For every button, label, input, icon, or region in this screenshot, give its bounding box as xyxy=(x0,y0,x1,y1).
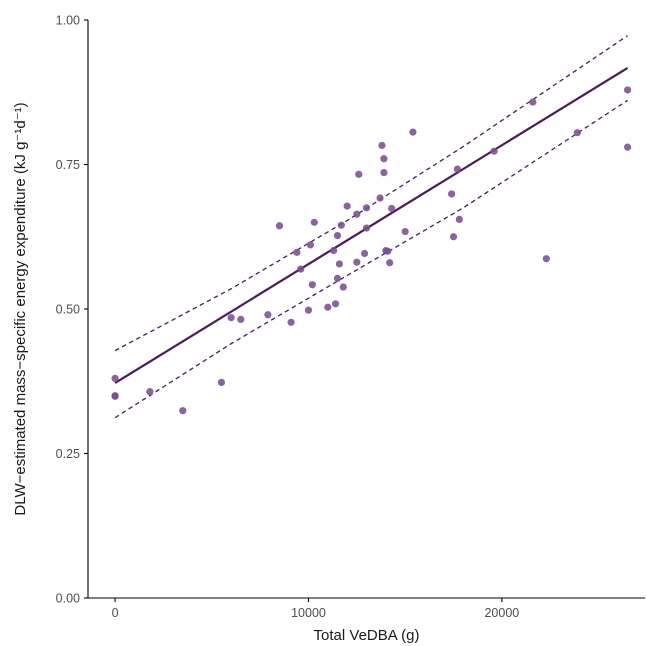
data-point xyxy=(310,218,318,226)
data-points xyxy=(111,86,632,415)
data-point xyxy=(331,300,340,308)
data-point xyxy=(529,98,537,106)
ci-upper-line xyxy=(114,35,628,352)
data-point xyxy=(378,141,386,150)
data-point xyxy=(623,86,632,94)
x-tick-label: 0 xyxy=(112,606,119,620)
data-point xyxy=(111,392,119,400)
data-point xyxy=(293,248,301,256)
data-point xyxy=(401,227,409,236)
data-point xyxy=(455,215,463,224)
data-point xyxy=(227,314,235,322)
data-point xyxy=(179,407,187,415)
fit-line xyxy=(114,67,629,384)
data-point xyxy=(335,260,344,268)
data-point xyxy=(362,204,371,212)
data-point xyxy=(447,190,456,198)
data-point xyxy=(355,170,363,178)
data-point xyxy=(264,311,272,319)
data-point xyxy=(287,318,295,326)
data-point xyxy=(360,249,369,258)
x-tick-label: 20000 xyxy=(484,606,519,620)
data-point xyxy=(146,388,154,396)
axes xyxy=(87,20,645,599)
y-ticks: 0.00 0.25 0.50 0.75 1.00 xyxy=(56,14,88,606)
y-tick-label: 0.50 xyxy=(56,303,80,317)
data-point xyxy=(339,283,347,291)
data-point xyxy=(384,247,392,255)
data-point xyxy=(275,222,284,230)
data-point xyxy=(376,194,384,202)
y-tick-label: 0.00 xyxy=(56,592,80,606)
data-point xyxy=(353,258,361,266)
data-point xyxy=(386,259,394,267)
data-point xyxy=(324,303,332,311)
ci-lower-line xyxy=(114,99,628,419)
x-axis-title: Total VeDBA (g) xyxy=(314,627,420,644)
data-point xyxy=(380,168,388,177)
regression-lines xyxy=(114,35,629,419)
data-point xyxy=(333,231,342,240)
data-point xyxy=(217,378,226,387)
data-point xyxy=(409,128,417,136)
data-point xyxy=(380,155,388,163)
data-point xyxy=(343,202,351,210)
data-point xyxy=(449,233,458,241)
data-point xyxy=(490,147,498,155)
x-tick-label: 10000 xyxy=(291,606,326,620)
data-point xyxy=(333,274,342,282)
y-tick-label: 0.75 xyxy=(56,158,80,172)
data-point xyxy=(304,306,313,314)
data-point xyxy=(362,224,371,232)
data-point xyxy=(623,143,632,151)
data-point xyxy=(353,210,361,218)
data-point xyxy=(542,255,550,263)
data-point xyxy=(297,265,305,273)
data-point xyxy=(573,129,581,137)
y-tick-label: 0.25 xyxy=(56,447,80,461)
data-point xyxy=(237,315,245,324)
data-point xyxy=(330,247,338,255)
data-point xyxy=(111,374,119,382)
y-axis-title: DLW−estimated mass−specific energy expen… xyxy=(12,102,29,515)
x-ticks: 0 10000 20000 xyxy=(112,598,519,620)
data-point xyxy=(337,221,345,229)
y-tick-label: 1.00 xyxy=(56,14,80,28)
data-point xyxy=(308,281,316,289)
data-point xyxy=(306,241,315,249)
data-point xyxy=(388,204,396,213)
data-point xyxy=(453,165,461,173)
